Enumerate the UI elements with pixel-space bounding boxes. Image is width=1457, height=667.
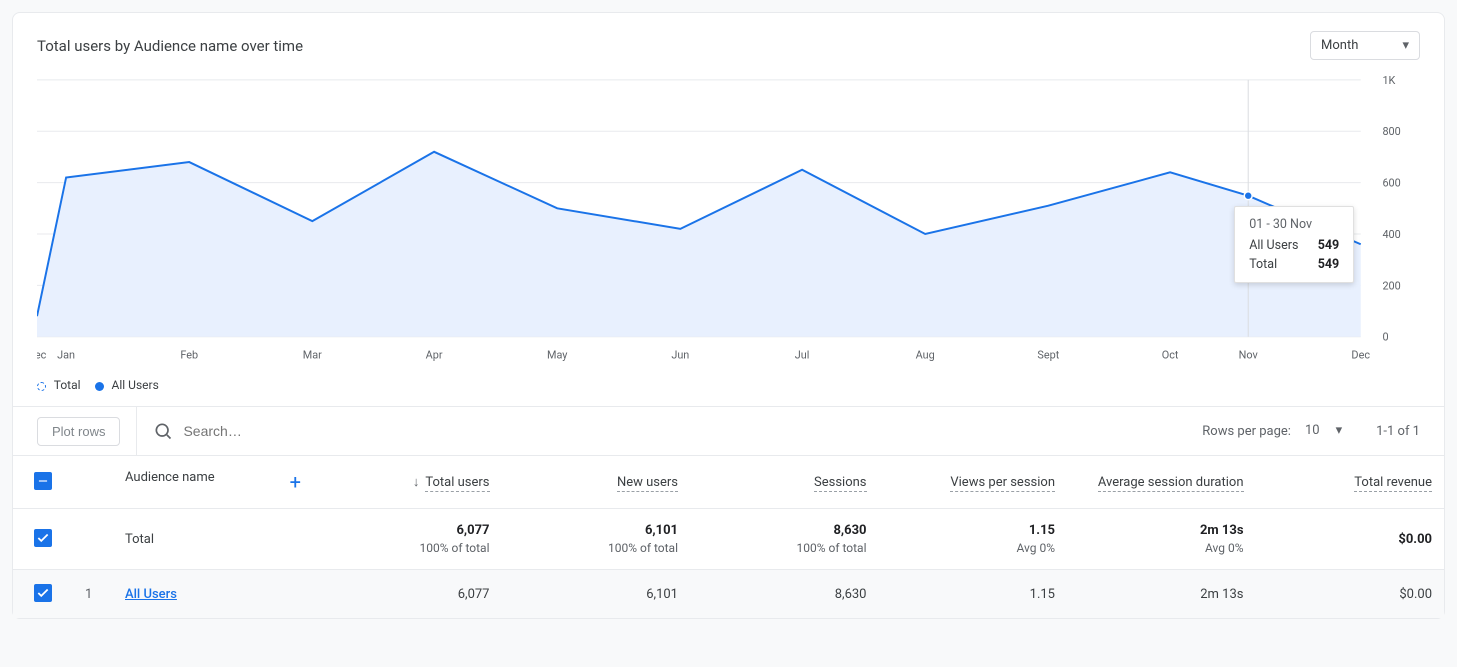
svg-text:400: 400 xyxy=(1382,228,1400,241)
header-checkbox-cell xyxy=(13,456,73,509)
cell-total-revenue: $0.00 xyxy=(1256,509,1445,570)
audience-link[interactable]: All Users xyxy=(125,587,177,602)
tooltip-row-value: 549 xyxy=(1318,238,1340,253)
total-row-label: Total xyxy=(113,509,313,570)
rows-per-page: Rows per page: 10 ▾ 1-1 of 1 xyxy=(1202,423,1420,439)
svg-text:0: 0 xyxy=(1382,331,1388,344)
header-sessions[interactable]: Sessions xyxy=(690,456,879,509)
rpp-label: Rows per page: xyxy=(1202,424,1291,439)
arrow-down-icon: ↓ xyxy=(413,475,420,490)
header-avg-session-duration[interactable]: Average session duration xyxy=(1067,456,1256,509)
svg-text:Apr: Apr xyxy=(426,348,443,361)
table-row[interactable]: 1 All Users 6,077 6,101 8,630 1.15 2m 13… xyxy=(13,570,1444,619)
rpp-value: 10 xyxy=(1305,423,1320,438)
plus-icon[interactable]: + xyxy=(290,470,301,494)
search-wrap xyxy=(153,421,1186,441)
legend-total-label: Total xyxy=(54,378,81,392)
header-total-users-label: Total users xyxy=(425,475,489,492)
search-input[interactable] xyxy=(181,422,1186,440)
line-chart[interactable]: 0 200 400 600 800 1K Dec Jan Feb Mar Apr May Jun Jul A… xyxy=(37,70,1420,366)
cell-total-users: 6,077 100% of total xyxy=(313,509,502,570)
tooltip-row-value: 549 xyxy=(1318,257,1340,272)
period-select[interactable]: Month ▾ xyxy=(1310,31,1420,60)
check-icon xyxy=(36,586,50,600)
header-new-users[interactable]: New users xyxy=(502,456,691,509)
cell-avg-session-duration: 2m 13s Avg 0% xyxy=(1067,509,1256,570)
checkbox-indeterminate[interactable] xyxy=(34,472,52,490)
rpp-range: 1-1 of 1 xyxy=(1376,424,1420,439)
cell-views-per-session: 1.15 Avg 0% xyxy=(879,509,1068,570)
cell-sessions: 8,630 100% of total xyxy=(690,509,879,570)
cell-new-users: 6,101 100% of total xyxy=(502,509,691,570)
dashed-circle-icon xyxy=(37,382,46,391)
svg-text:Nov: Nov xyxy=(1239,348,1259,361)
header-views-per-session[interactable]: Views per session xyxy=(879,456,1068,509)
circle-icon xyxy=(95,382,104,391)
cell-total-users: 6,077 xyxy=(313,570,502,619)
svg-text:Sept: Sept xyxy=(1037,348,1059,361)
svg-text:Feb: Feb xyxy=(180,348,198,361)
svg-text:Jul: Jul xyxy=(795,348,810,361)
row-checkbox[interactable] xyxy=(34,529,52,547)
svg-text:600: 600 xyxy=(1382,177,1400,190)
legend-series-label: All Users xyxy=(112,378,159,392)
svg-text:1K: 1K xyxy=(1382,74,1395,87)
card-title: Total users by Audience name over time xyxy=(37,37,303,55)
row-checkbox[interactable] xyxy=(34,584,52,602)
svg-text:May: May xyxy=(547,348,567,361)
chart-area: 0 200 400 600 800 1K Dec Jan Feb Mar Apr May Jun Jul A… xyxy=(13,60,1444,370)
legend-series[interactable]: All Users xyxy=(95,378,159,392)
legend-total[interactable]: Total xyxy=(37,378,81,392)
search-icon xyxy=(153,421,173,441)
chart-tooltip: 01 - 30 Nov All Users 549 Total 549 xyxy=(1234,206,1354,283)
header-total-revenue[interactable]: Total revenue xyxy=(1256,456,1445,509)
divider xyxy=(136,406,137,456)
svg-text:800: 800 xyxy=(1382,125,1400,138)
svg-text:Dec: Dec xyxy=(37,348,47,361)
minus-icon xyxy=(36,474,50,488)
chevron-down-icon: ▾ xyxy=(1402,38,1409,53)
cell-total-revenue: $0.00 xyxy=(1256,570,1445,619)
svg-text:Aug: Aug xyxy=(916,348,935,361)
chart-legend: Total All Users xyxy=(13,370,1444,406)
card-header: Total users by Audience name over time M… xyxy=(13,13,1444,60)
cell-avg-session-duration: 2m 13s xyxy=(1067,570,1256,619)
svg-text:Jan: Jan xyxy=(57,348,75,361)
tooltip-row-label: Total xyxy=(1249,257,1277,272)
svg-text:Oct: Oct xyxy=(1162,348,1179,361)
row-index: 1 xyxy=(73,570,113,619)
svg-text:Mar: Mar xyxy=(303,348,322,361)
tooltip-row: Total 549 xyxy=(1249,257,1339,272)
plot-rows-button[interactable]: Plot rows xyxy=(37,417,120,446)
cell-new-users: 6,101 xyxy=(502,570,691,619)
tooltip-row-label: All Users xyxy=(1249,238,1298,253)
header-total-users[interactable]: ↓ Total users xyxy=(313,456,502,509)
header-index xyxy=(73,456,113,509)
period-select-value: Month xyxy=(1321,38,1358,53)
svg-text:200: 200 xyxy=(1382,279,1400,292)
header-audience[interactable]: Audience name + xyxy=(113,456,313,509)
svg-text:Jun: Jun xyxy=(671,348,689,361)
table-toolbar: Plot rows Rows per page: 10 ▾ 1-1 of 1 xyxy=(13,406,1444,456)
rpp-select[interactable]: 10 ▾ xyxy=(1305,423,1342,439)
cell-sessions: 8,630 xyxy=(690,570,879,619)
cell-views-per-session: 1.15 xyxy=(879,570,1068,619)
data-table: Audience name + ↓ Total users New users … xyxy=(13,456,1444,618)
header-audience-label: Audience name xyxy=(125,470,215,485)
tooltip-date: 01 - 30 Nov xyxy=(1249,217,1339,232)
table-total-row: Total 6,077 100% of total 6,101 100% of … xyxy=(13,509,1444,570)
svg-text:Dec: Dec xyxy=(1351,348,1370,361)
report-card: Total users by Audience name over time M… xyxy=(12,12,1445,619)
chevron-down-icon: ▾ xyxy=(1336,423,1343,438)
tooltip-row: All Users 549 xyxy=(1249,238,1339,253)
check-icon xyxy=(36,531,50,545)
table-header-row: Audience name + ↓ Total users New users … xyxy=(13,456,1444,509)
